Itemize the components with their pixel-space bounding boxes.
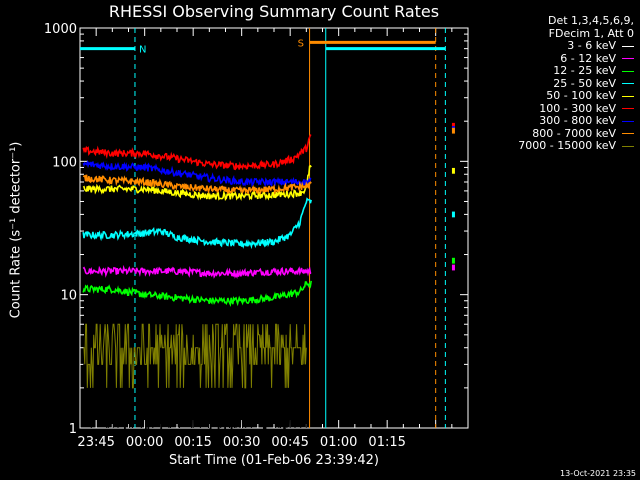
legend-item: 25 - 50 keV [478,76,638,91]
legend-swatch [622,83,634,85]
x-tick-label: 23:45 [77,435,114,450]
legend-swatch [622,70,634,72]
x-tick-label: 00:15 [174,435,211,450]
series-line [82,164,312,202]
y-tick-label: 1000 [44,22,77,37]
legend-swatch [622,120,634,122]
legend-label: 50 - 100 keV [546,89,616,103]
legend-label: 3 - 6 keV [567,39,616,53]
chart-title: RHESSI Observing Summary Count Rates [108,2,440,21]
series-line [82,197,312,250]
legend-item: 12 - 25 keV [478,65,638,78]
series-line [82,264,312,279]
legend-swatch [622,133,634,135]
x-tick-label: 01:00 [320,435,357,450]
series-line [83,323,307,389]
generated-timestamp: 13-Oct-2021 23:35 [560,469,636,478]
legend-label: 25 - 50 keV [553,76,616,90]
legend-item: 800 - 7000 keV [478,126,638,141]
legend-label: 6 - 12 keV [560,51,616,65]
x-tick-label: 00:00 [126,435,163,450]
legend-item: 6 - 12 keV [478,51,638,66]
legend-item: 100 - 300 keV [478,101,638,116]
series-line [82,174,312,196]
y-tick-label: 1 [69,422,77,437]
x-tick-label: 01:15 [368,435,405,450]
x-tick-label: 00:45 [271,435,308,450]
legend-swatch [622,145,634,147]
legend-swatch [622,108,634,110]
y-tick-label: 10 [60,289,77,304]
x-axis-title: Start Time (01-Feb-06 23:39:42) [169,453,379,468]
legend-item: 300 - 800 keV [478,115,638,128]
legend-label: 300 - 800 keV [539,114,616,128]
series-line [82,280,312,307]
legend-label: 800 - 7000 keV [532,126,616,140]
series-line [82,134,312,171]
legend-swatch [622,95,634,97]
x-tick-label: 00:30 [223,435,260,450]
legend: Det 1,3,4,5,6,9, FDecim 1, Att 0 3 - 6 k… [478,14,638,153]
legend-swatch [622,45,634,47]
y-tick-label: 100 [52,155,77,170]
series-line [82,159,312,188]
flag-label: N [139,45,146,56]
flag-label: S [298,38,304,49]
y-axis-title: Count Rate (s⁻¹ detector⁻¹) [8,141,24,319]
legend-header-line-2: FDecim 1, Att 0 [548,27,634,40]
legend-label: 7000 - 15000 keV [518,139,616,153]
legend-swatch [622,58,634,60]
legend-item: 50 - 100 keV [478,90,638,103]
legend-item: 3 - 6 keV [478,40,638,53]
legend-header-line-1: Det 1,3,4,5,6,9, [547,14,634,27]
legend-label: 100 - 300 keV [539,101,616,115]
legend-label: 12 - 25 keV [553,64,616,78]
legend-item: 7000 - 15000 keV [478,140,638,153]
